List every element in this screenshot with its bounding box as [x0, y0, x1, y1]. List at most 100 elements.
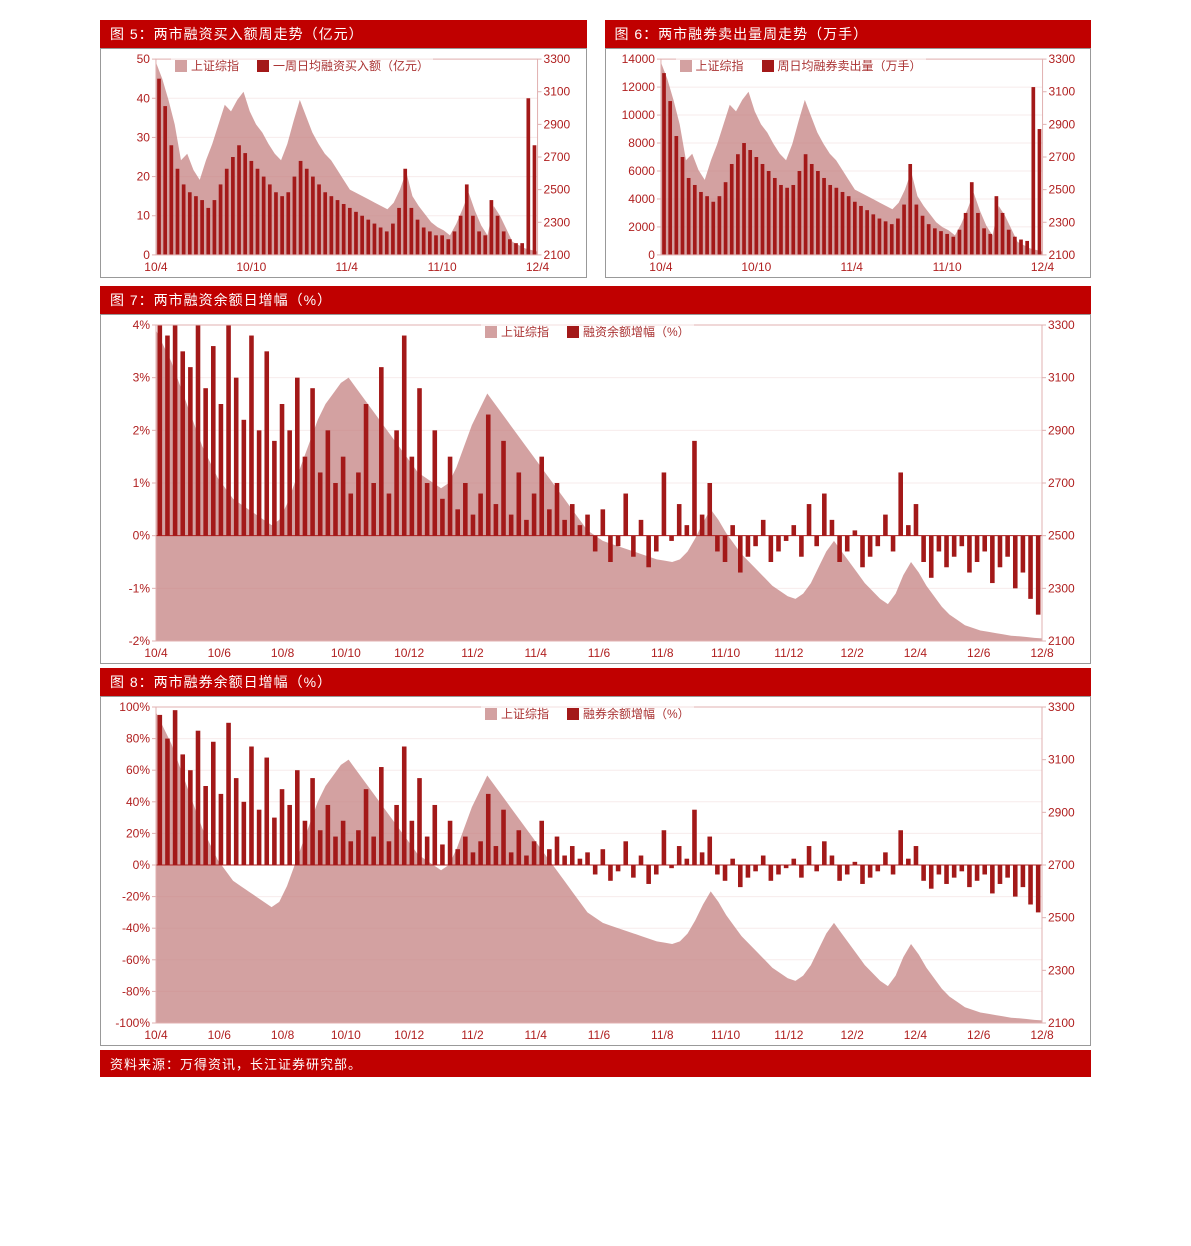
svg-text:12/8: 12/8 — [1030, 1028, 1054, 1042]
svg-text:10/6: 10/6 — [208, 1028, 232, 1042]
svg-text:2700: 2700 — [1048, 858, 1075, 872]
svg-text:11/4: 11/4 — [524, 646, 547, 660]
svg-text:-1%: -1% — [129, 581, 151, 595]
svg-text:11/10: 11/10 — [932, 260, 961, 274]
chart-7-svg: -2%-1%0%1%2%3%4%210023002500270029003100… — [101, 315, 1090, 663]
svg-text:12/4: 12/4 — [1030, 260, 1054, 274]
svg-text:2300: 2300 — [1048, 963, 1075, 977]
svg-text:10/6: 10/6 — [208, 646, 232, 660]
svg-text:40: 40 — [137, 91, 151, 105]
svg-text:10/10: 10/10 — [236, 260, 266, 274]
footer-source: 资料来源：万得资讯，长江证券研究部。 — [100, 1050, 1091, 1077]
svg-text:3100: 3100 — [1048, 85, 1075, 99]
svg-text:8000: 8000 — [628, 136, 655, 150]
legend-bar-7: 融资余额增幅（%） — [567, 323, 690, 340]
svg-text:2000: 2000 — [628, 220, 655, 234]
svg-text:2500: 2500 — [1048, 183, 1075, 197]
svg-text:60%: 60% — [126, 763, 150, 777]
svg-text:-20%: -20% — [122, 890, 150, 904]
chart-8-block: 图 8：两市融券余额日增幅（%） 上证综指 融券余额增幅（%） -100%-80… — [100, 668, 1091, 1046]
svg-text:3300: 3300 — [1048, 318, 1075, 332]
svg-text:10/4: 10/4 — [144, 260, 168, 274]
svg-text:2500: 2500 — [544, 183, 571, 197]
svg-text:2900: 2900 — [1048, 117, 1075, 131]
svg-text:3300: 3300 — [1048, 700, 1075, 714]
svg-text:11/4: 11/4 — [524, 1028, 547, 1042]
svg-text:10/12: 10/12 — [394, 646, 424, 660]
chart-6-block: 图 6：两市融券卖出量周走势（万手） 上证综指 周日均融券卖出量（万手） 020… — [605, 20, 1092, 278]
svg-text:4000: 4000 — [628, 192, 655, 206]
svg-text:11/4: 11/4 — [840, 260, 863, 274]
svg-text:-60%: -60% — [122, 953, 150, 967]
svg-text:40%: 40% — [126, 795, 150, 809]
svg-text:11/6: 11/6 — [588, 646, 611, 660]
chart-7-block: 图 7：两市融资余额日增幅（%） 上证综指 融资余额增幅（%） -2%-1%0%… — [100, 286, 1091, 664]
svg-text:11/8: 11/8 — [651, 646, 674, 660]
chart-8-legend: 上证综指 融券余额增幅（%） — [481, 703, 694, 724]
svg-text:2700: 2700 — [544, 150, 571, 164]
chart-5-legend: 上证综指 一周日均融资买入额（亿元） — [171, 55, 433, 76]
svg-text:10/4: 10/4 — [144, 646, 168, 660]
svg-text:20: 20 — [137, 170, 151, 184]
svg-text:11/10: 11/10 — [428, 260, 457, 274]
svg-text:10/10: 10/10 — [331, 1028, 361, 1042]
legend-area-7: 上证综指 — [485, 323, 549, 340]
svg-text:2300: 2300 — [1048, 215, 1075, 229]
svg-text:2900: 2900 — [1048, 423, 1075, 437]
svg-text:0%: 0% — [133, 529, 151, 543]
svg-text:3100: 3100 — [1048, 753, 1075, 767]
chart-5-title: 图 5：两市融资买入额周走势（亿元） — [100, 20, 587, 48]
chart-6-frame: 上证综指 周日均融券卖出量（万手） 0200040006000800010000… — [605, 48, 1092, 278]
svg-text:12/2: 12/2 — [840, 646, 864, 660]
svg-text:12/8: 12/8 — [1030, 646, 1054, 660]
svg-text:12/6: 12/6 — [967, 1028, 991, 1042]
svg-text:10: 10 — [137, 209, 151, 223]
chart-8-frame: 上证综指 融券余额增幅（%） -100%-80%-60%-40%-20%0%20… — [100, 696, 1091, 1046]
svg-text:12000: 12000 — [621, 80, 655, 94]
svg-text:11/2: 11/2 — [461, 646, 484, 660]
svg-text:11/6: 11/6 — [588, 1028, 611, 1042]
svg-text:10/10: 10/10 — [331, 646, 361, 660]
svg-text:10/4: 10/4 — [144, 1028, 168, 1042]
svg-text:100%: 100% — [119, 700, 150, 714]
svg-text:10/10: 10/10 — [741, 260, 771, 274]
svg-text:11/8: 11/8 — [651, 1028, 674, 1042]
svg-text:30: 30 — [137, 130, 151, 144]
chart-7-title: 图 7：两市融资余额日增幅（%） — [100, 286, 1091, 314]
svg-text:11/4: 11/4 — [336, 260, 359, 274]
svg-text:4%: 4% — [133, 318, 151, 332]
svg-text:12/4: 12/4 — [526, 260, 550, 274]
svg-text:2300: 2300 — [544, 215, 571, 229]
svg-text:2900: 2900 — [1048, 805, 1075, 819]
svg-text:12/6: 12/6 — [967, 646, 991, 660]
svg-text:11/12: 11/12 — [774, 1028, 803, 1042]
svg-text:2%: 2% — [133, 423, 151, 437]
svg-text:6000: 6000 — [628, 164, 655, 178]
chart-7-legend: 上证综指 融资余额增幅（%） — [481, 321, 694, 342]
svg-text:11/2: 11/2 — [461, 1028, 484, 1042]
svg-text:2500: 2500 — [1048, 911, 1075, 925]
chart-5-frame: 上证综指 一周日均融资买入额（亿元） 010203040502100230025… — [100, 48, 587, 278]
svg-text:3100: 3100 — [544, 85, 571, 99]
legend-area-5: 上证综指 — [175, 57, 239, 74]
chart-8-title: 图 8：两市融券余额日增幅（%） — [100, 668, 1091, 696]
svg-text:11/10: 11/10 — [711, 646, 740, 660]
chart-6-svg: 0200040006000800010000120001400021002300… — [606, 49, 1091, 277]
svg-text:80%: 80% — [126, 732, 150, 746]
chart-5-block: 图 5：两市融资买入额周走势（亿元） 上证综指 一周日均融资买入额（亿元） 01… — [100, 20, 587, 278]
chart-6-title: 图 6：两市融券卖出量周走势（万手） — [605, 20, 1092, 48]
svg-text:10/4: 10/4 — [649, 260, 673, 274]
svg-text:50: 50 — [137, 52, 151, 66]
svg-text:0%: 0% — [133, 858, 151, 872]
svg-text:14000: 14000 — [621, 52, 655, 66]
svg-text:3300: 3300 — [544, 52, 571, 66]
svg-text:2700: 2700 — [1048, 476, 1075, 490]
chart-5-svg: 0102030405021002300250027002900310033001… — [101, 49, 586, 277]
svg-text:20%: 20% — [126, 826, 150, 840]
legend-bar-5: 一周日均融资买入额（亿元） — [257, 57, 429, 74]
svg-text:3100: 3100 — [1048, 371, 1075, 385]
svg-text:10/8: 10/8 — [271, 646, 295, 660]
svg-text:-40%: -40% — [122, 921, 150, 935]
svg-text:3300: 3300 — [1048, 52, 1075, 66]
svg-text:12/2: 12/2 — [840, 1028, 864, 1042]
